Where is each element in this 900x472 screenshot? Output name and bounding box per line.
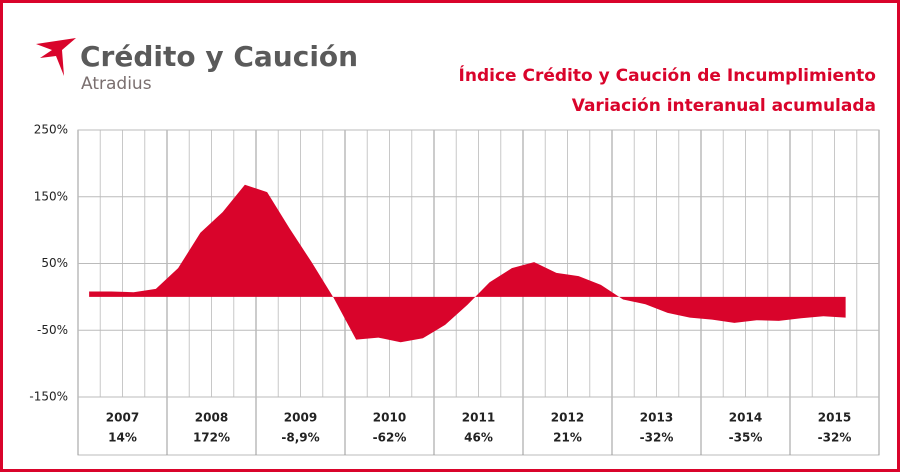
- y-tick-label: -50%: [37, 323, 68, 337]
- year-label: 2011: [462, 411, 495, 425]
- year-label: 2010: [373, 411, 406, 425]
- y-tick-label: 250%: [34, 123, 68, 137]
- year-value-label: 21%: [553, 431, 582, 445]
- chart-title: Índice Crédito y Caución de Incumplimien…: [459, 64, 876, 86]
- year-value-label: -8,9%: [281, 431, 319, 445]
- year-label: 2013: [640, 411, 673, 425]
- year-label: 2012: [551, 411, 584, 425]
- year-value-label: 14%: [108, 431, 137, 445]
- year-value-label: 172%: [193, 431, 230, 445]
- area: [89, 184, 846, 343]
- year-label: 2009: [284, 411, 317, 425]
- y-tick-label: 50%: [41, 256, 68, 270]
- year-value-label: -35%: [729, 431, 763, 445]
- logo-icon: [36, 38, 76, 76]
- brand-name: Crédito y Caución: [80, 40, 358, 73]
- year-value-label: -32%: [818, 431, 852, 445]
- year-label: 2007: [106, 411, 139, 425]
- year-label: 2015: [818, 411, 851, 425]
- year-value-label: -32%: [640, 431, 674, 445]
- brand-sub: Atradius: [81, 74, 152, 94]
- year-label: 2008: [195, 411, 228, 425]
- year-value-label: -62%: [373, 431, 407, 445]
- y-tick-label: 150%: [34, 189, 68, 203]
- year-label: 2014: [729, 411, 762, 425]
- year-value-label: 46%: [464, 431, 493, 445]
- logo: Crédito y Caución Atradius: [36, 38, 358, 94]
- y-tick-label: -150%: [29, 390, 68, 404]
- chart-subtitle: Variación interanual acumulada: [572, 96, 876, 116]
